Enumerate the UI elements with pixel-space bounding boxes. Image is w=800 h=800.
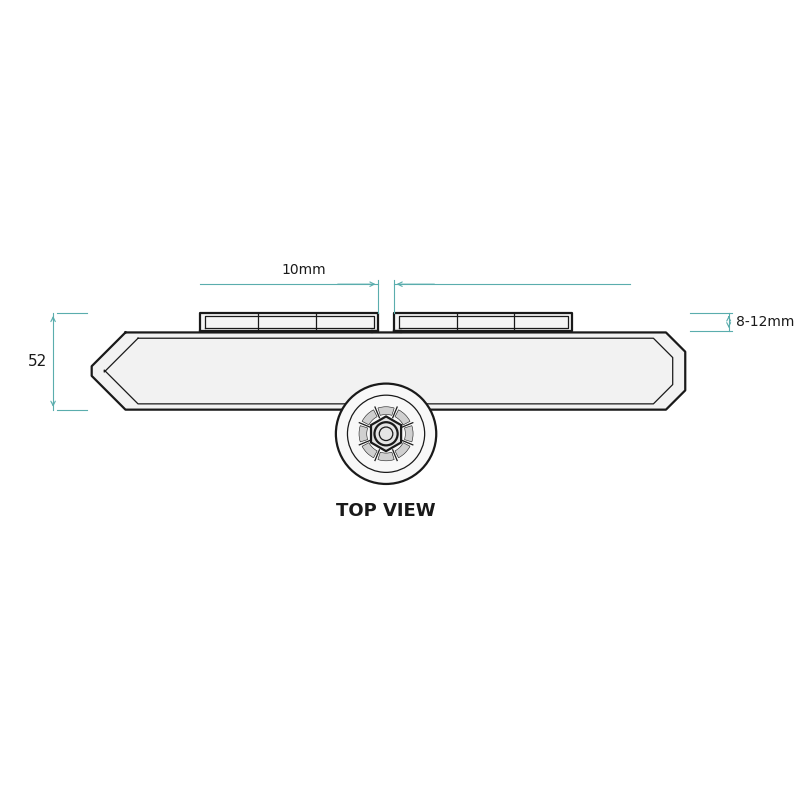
Text: 8-12mm: 8-12mm	[737, 315, 794, 329]
Wedge shape	[362, 410, 377, 425]
Polygon shape	[92, 333, 686, 410]
Wedge shape	[378, 452, 394, 461]
Wedge shape	[378, 406, 394, 415]
Wedge shape	[362, 442, 377, 458]
Wedge shape	[395, 410, 410, 425]
Polygon shape	[371, 417, 401, 451]
Wedge shape	[359, 426, 368, 442]
Polygon shape	[200, 313, 378, 330]
Wedge shape	[405, 426, 413, 442]
Text: TOP VIEW: TOP VIEW	[336, 502, 436, 520]
Text: 10mm: 10mm	[282, 263, 326, 278]
Polygon shape	[370, 386, 402, 410]
Text: 52: 52	[28, 354, 47, 369]
Polygon shape	[371, 330, 401, 333]
Polygon shape	[394, 313, 572, 330]
Circle shape	[336, 383, 436, 484]
Wedge shape	[395, 442, 410, 458]
